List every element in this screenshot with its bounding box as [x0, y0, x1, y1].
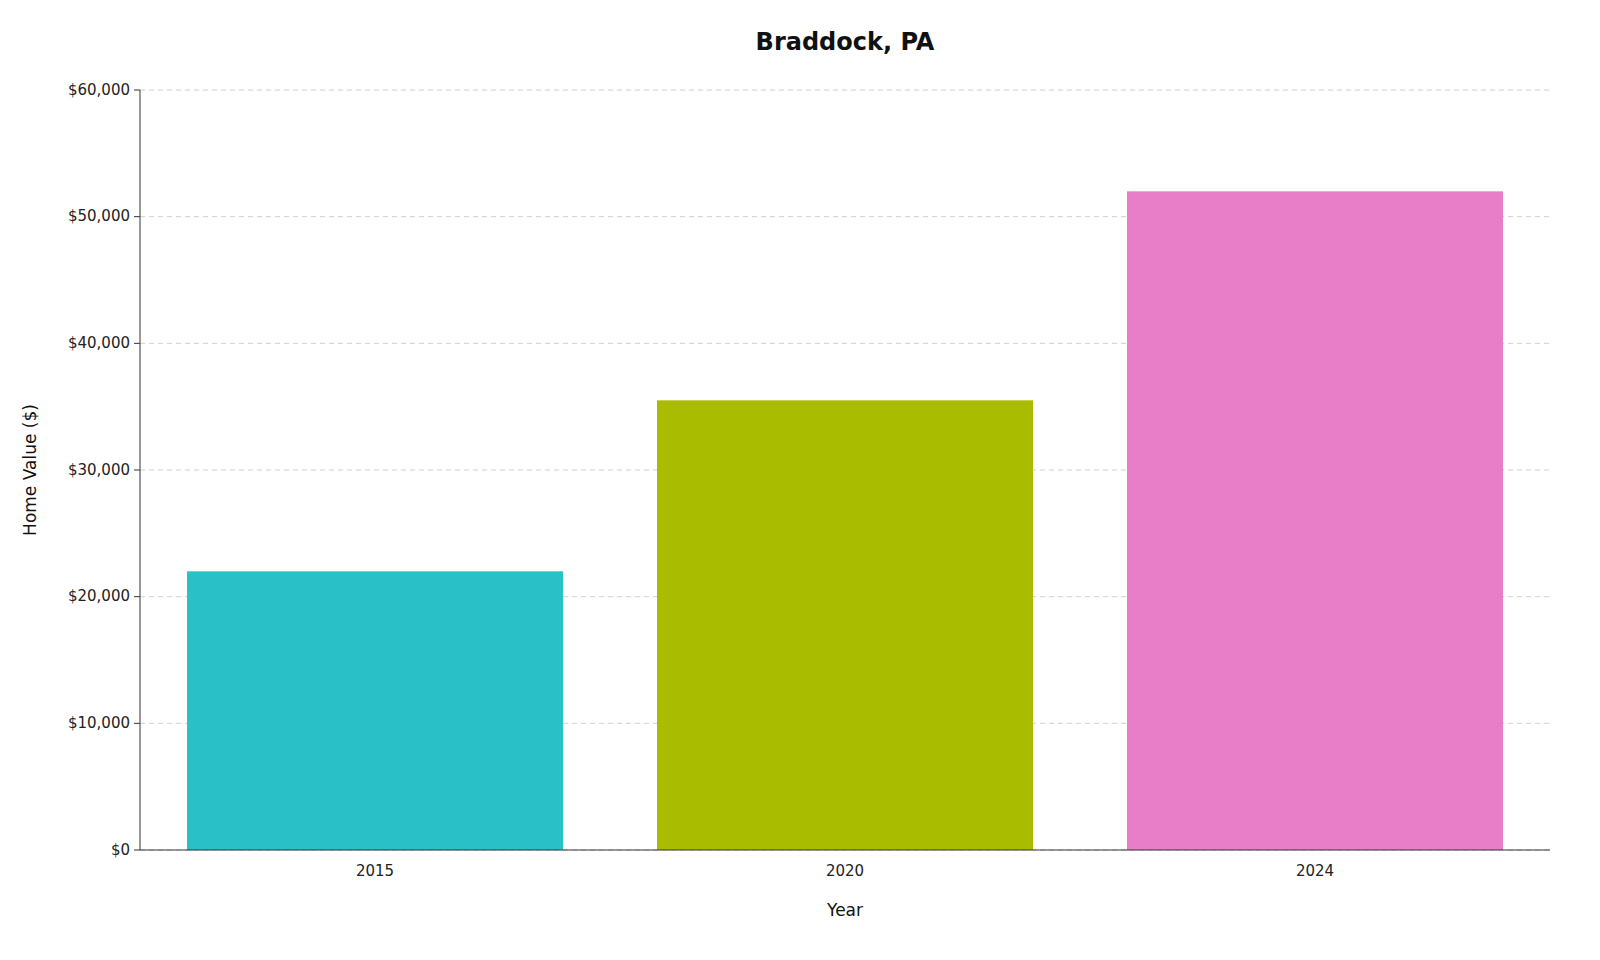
y-tick-label: $30,000 — [68, 461, 130, 479]
y-axis: $0 $10,000 $20,000 $30,000 $40,000 $50,000 $60… — [68, 81, 140, 859]
bars — [187, 191, 1503, 850]
bar — [187, 571, 563, 850]
y-axis-line — [140, 90, 141, 850]
y-tick-label: $40,000 — [68, 334, 130, 352]
y-tick — [134, 596, 140, 597]
y-axis-title: Home Value ($) — [20, 404, 40, 536]
bar — [657, 400, 1033, 850]
grid — [140, 90, 1550, 850]
x-tick-label: 2020 — [826, 862, 864, 880]
bar — [1127, 191, 1503, 850]
y-tick — [134, 723, 140, 724]
y-tick — [134, 216, 140, 217]
y-tick-label: $0 — [111, 841, 130, 859]
x-tick-label: 2024 — [1296, 862, 1334, 880]
y-tick-label: $20,000 — [68, 587, 130, 605]
chart: $0 $10,000 $20,000 $30,000 $40,000 $50,000 $60… — [0, 0, 1600, 960]
y-tick-label: $50,000 — [68, 207, 130, 225]
x-axis-line — [140, 850, 1550, 851]
y-tick — [134, 343, 140, 344]
y-tick-label: $60,000 — [68, 81, 130, 99]
y-tick — [134, 470, 140, 471]
grid-line — [140, 850, 1550, 851]
x-axis-title: Year — [826, 900, 863, 920]
grid-line — [140, 90, 1550, 91]
y-tick — [134, 90, 140, 91]
chart-title: Braddock, PA — [756, 28, 935, 56]
x-axis: 2015 2020 2024 — [140, 850, 1550, 880]
y-tick — [134, 850, 140, 851]
x-tick-label: 2015 — [356, 862, 394, 880]
y-tick-label: $10,000 — [68, 714, 130, 732]
